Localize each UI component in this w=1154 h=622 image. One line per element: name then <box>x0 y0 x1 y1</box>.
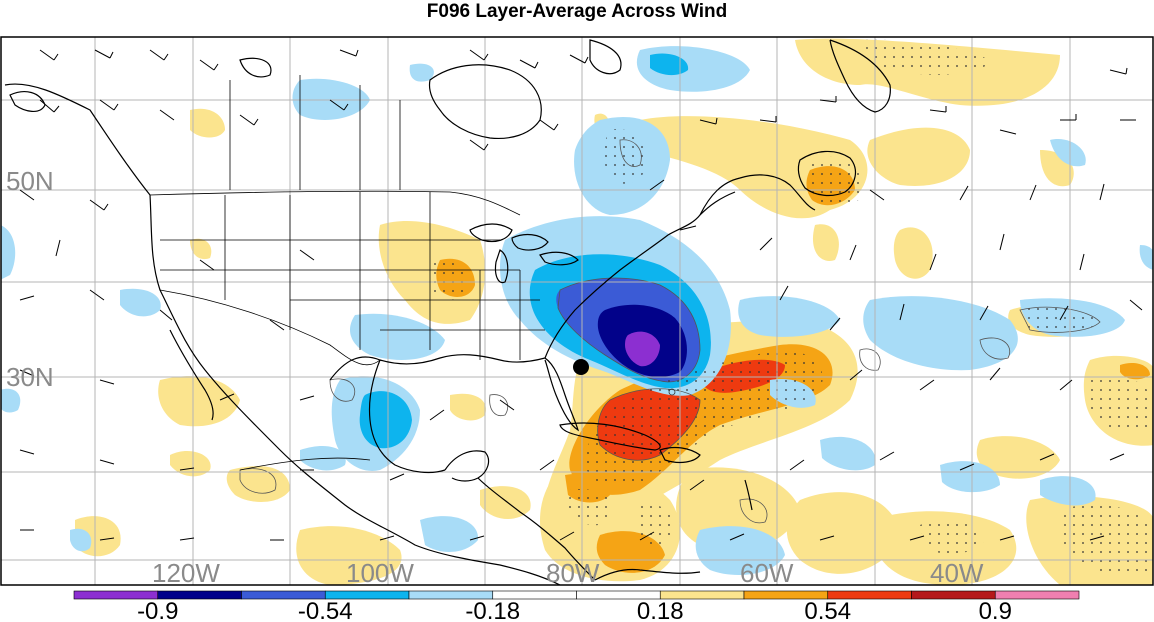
coastlines <box>4 39 891 585</box>
colorbar-label: -0.9 <box>137 598 178 622</box>
lon-label-40w: 40W <box>930 558 984 588</box>
colorbar-label: 0.9 <box>979 598 1012 622</box>
lon-label-120w: 120W <box>152 558 220 588</box>
graticule <box>1 37 1153 585</box>
stippling <box>430 39 1150 576</box>
borders <box>149 75 545 471</box>
colorbar-swatch <box>994 590 1080 600</box>
lon-label-60w: 60W <box>740 558 794 588</box>
colorbar-label: -0.18 <box>465 598 520 622</box>
colorbar-label: 0.18 <box>637 598 684 622</box>
lat-label-50n: 50N <box>6 166 54 196</box>
contours <box>239 139 1101 524</box>
map-frame <box>0 36 1154 586</box>
lon-label-100w: 100W <box>346 558 414 588</box>
wind-barbs <box>19 49 1143 541</box>
negative-extreme-shading <box>625 331 660 367</box>
field-shading <box>1 38 1153 585</box>
lon-label-80w: 80W <box>546 558 600 588</box>
colorbar-label: -0.54 <box>298 598 353 622</box>
lat-label-30n: 30N <box>6 362 54 392</box>
map-title: F096 Layer-Average Across Wind <box>426 1 728 22</box>
colorbar: -0.9 -0.54 -0.18 0.18 0.54 0.9 <box>73 590 1080 622</box>
contour-minimum-marker <box>668 388 676 396</box>
colorbar-label: 0.54 <box>804 598 851 622</box>
storm-center-marker <box>573 359 589 375</box>
